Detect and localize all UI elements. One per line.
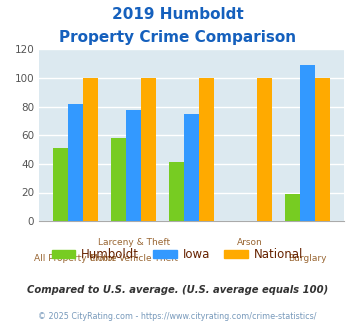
Text: Larceny & Theft: Larceny & Theft (98, 238, 170, 247)
Text: Burglary: Burglary (289, 254, 327, 263)
Bar (126, 110, 141, 221)
Text: Arson: Arson (237, 238, 263, 247)
Text: Motor Vehicle Theft: Motor Vehicle Theft (89, 254, 178, 263)
Bar (68, 104, 83, 221)
Bar (315, 78, 331, 221)
Bar (199, 78, 214, 221)
Text: Property Crime Comparison: Property Crime Comparison (59, 30, 296, 45)
Bar (285, 194, 300, 221)
Text: © 2025 CityRating.com - https://www.cityrating.com/crime-statistics/: © 2025 CityRating.com - https://www.city… (38, 312, 317, 321)
Bar (53, 148, 68, 221)
Bar (184, 114, 199, 221)
Bar (83, 78, 98, 221)
Bar (257, 78, 272, 221)
Bar (111, 138, 126, 221)
Bar (300, 65, 315, 221)
Legend: Humboldt, Iowa, National: Humboldt, Iowa, National (47, 244, 308, 266)
Text: All Property Crime: All Property Crime (34, 254, 117, 263)
Bar (141, 78, 156, 221)
Text: Compared to U.S. average. (U.S. average equals 100): Compared to U.S. average. (U.S. average … (27, 285, 328, 295)
Bar (169, 162, 184, 221)
Text: 2019 Humboldt: 2019 Humboldt (111, 7, 244, 21)
